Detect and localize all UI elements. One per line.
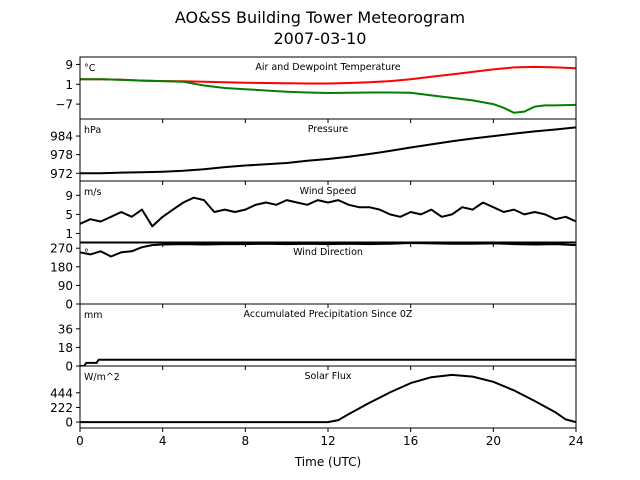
y-tick-label: 90 — [58, 279, 73, 293]
y-tick-label: 9 — [65, 58, 73, 72]
panel-title: Air and Dewpoint Temperature — [255, 62, 400, 73]
y-tick-label: 1 — [65, 78, 73, 92]
x-tick-label: 24 — [568, 434, 583, 448]
panel-unit-label: ° — [84, 248, 89, 259]
x-tick-label: 0 — [76, 434, 84, 448]
panel-4: 0 90 180 270 ° Wind Direction — [50, 241, 577, 312]
x-axis-label: Time (UTC) — [294, 455, 361, 469]
panel-5: 0 18 36 mm Accumulated Precipitation Since 0… — [58, 303, 577, 374]
y-tick-label: −7 — [55, 98, 73, 112]
panel-unit-label: °C — [84, 63, 96, 74]
series-line-2 — [80, 78, 576, 114]
panel-title: Accumulated Precipitation Since 0Z — [244, 309, 413, 320]
y-tick-label: 9 — [65, 189, 73, 203]
y-tick-label: 444 — [50, 386, 73, 400]
x-tick-label: 16 — [403, 434, 418, 448]
panel-unit-label: mm — [84, 310, 103, 321]
y-tick-label: 984 — [50, 130, 73, 144]
y-tick-label: 1 — [65, 227, 73, 241]
y-tick-label: 222 — [50, 401, 73, 415]
panel-title: Wind Direction — [293, 247, 363, 258]
panel-title: Solar Flux — [305, 371, 352, 382]
series-line-1 — [80, 196, 576, 228]
x-tick-label: 4 — [159, 434, 167, 448]
panel-2: 972 978 984 hPa Pressure — [50, 118, 577, 185]
y-tick-label: 972 — [50, 167, 73, 181]
panel-title: Pressure — [308, 124, 349, 135]
y-tick-label: 0 — [65, 416, 73, 430]
series-line-1 — [80, 126, 576, 175]
series-line-1 — [80, 358, 576, 366]
panels-group: −7 1 9 °C Air and Dewpoint Temperature 972 978… — [50, 56, 577, 432]
panel-unit-label: m/s — [84, 187, 101, 198]
panel-1: −7 1 9 °C Air and Dewpoint Temperature — [55, 56, 577, 123]
y-tick-label: 18 — [58, 341, 73, 355]
panel-unit-label: W/m^2 — [84, 372, 120, 383]
y-tick-label: 0 — [65, 298, 73, 312]
y-tick-label: 5 — [65, 208, 73, 222]
figure-title-line1: AO&SS Building Tower Meteorogram — [175, 8, 465, 27]
x-axis: 0 4 8 12 16 20 24 — [76, 434, 583, 448]
series-line-1 — [80, 373, 576, 424]
x-tick-label: 12 — [320, 434, 335, 448]
panel-title: Wind Speed — [300, 186, 357, 197]
series-line-1 — [80, 242, 576, 258]
y-tick-label: 180 — [50, 260, 73, 274]
panel-3: 1 5 9 m/s Wind Speed — [65, 180, 577, 247]
y-tick-label: 270 — [50, 242, 73, 256]
y-tick-label: 36 — [58, 322, 73, 336]
panel-unit-label: hPa — [84, 125, 101, 136]
x-tick-label: 8 — [242, 434, 250, 448]
figure-title-line2: 2007-03-10 — [274, 29, 367, 48]
y-tick-label: 978 — [50, 148, 73, 162]
x-tick-label: 20 — [486, 434, 501, 448]
y-tick-label: 0 — [65, 360, 73, 374]
